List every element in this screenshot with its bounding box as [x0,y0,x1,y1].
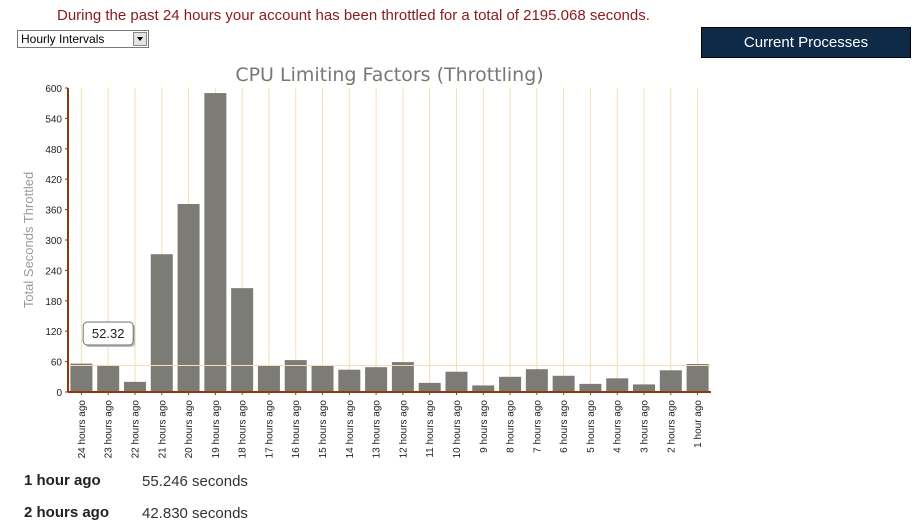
x-tick-label: 14 hours ago [345,400,356,459]
bar [499,376,522,392]
summary-value-2: 42.830 seconds [142,505,248,522]
current-processes-button[interactable]: Current Processes [701,27,911,58]
bar [633,384,656,392]
y-tick-label: 540 [45,114,62,125]
bar [391,362,414,392]
chevron-down-icon[interactable] [133,32,147,46]
summary-label-2: 2 hours ago [24,504,110,521]
x-tick-label: 7 hours ago [532,400,543,453]
bar [552,375,575,392]
x-tick-label: 5 hours ago [586,400,597,453]
bar [150,254,173,392]
bar [659,370,682,392]
bar [445,371,468,392]
bar [338,369,361,392]
x-tick-label: 13 hours ago [372,400,383,459]
x-tick-label: 12 hours ago [398,400,409,459]
bar [70,363,93,392]
x-tick-label: 23 hours ago [104,400,115,459]
bar [472,385,495,392]
chart-title: CPU Limiting Factors (Throttling) [235,64,543,86]
throttling-chart: CPU Limiting Factors (Throttling) Total S… [21,64,711,459]
x-tick-label: 24 hours ago [77,400,88,459]
y-tick-label: 180 [45,297,62,308]
bar [579,383,602,392]
y-tick-label: 0 [56,388,62,399]
y-tick-label: 420 [45,175,62,186]
x-tick-label: 8 hours ago [506,400,517,453]
x-tick-label: 10 hours ago [452,400,463,459]
y-tick-label: 600 [45,84,62,95]
bar [686,364,709,392]
bar [204,93,227,393]
bar [365,367,388,392]
x-tick-label: 4 hours ago [613,400,624,453]
x-tick-label: 22 hours ago [130,400,141,459]
x-tick-label: 2 hours ago [666,400,677,453]
y-axis-label: Total Seconds Throttled [21,172,36,308]
bar [284,360,307,392]
bar [257,365,280,392]
bar [311,365,334,392]
y-tick-label: 240 [45,266,62,277]
x-tick-label: 18 hours ago [238,400,249,459]
x-tick-label: 16 hours ago [291,400,302,459]
x-tick-label: 9 hours ago [479,400,490,453]
x-tick-label: 3 hours ago [640,400,651,453]
bar [123,381,146,392]
y-tick-label: 120 [45,327,62,338]
tooltip-value: 52.32 [92,326,125,341]
bar [606,378,629,392]
x-tick-label: 1 hour ago [693,400,704,448]
bar [97,365,120,392]
x-tick-label: 19 hours ago [211,400,222,459]
y-tick-label: 300 [45,236,62,247]
throttle-summary-message: During the past 24 hours your account ha… [57,7,650,24]
bar [418,382,441,392]
summary-value-1: 55.246 seconds [142,473,248,490]
bar [177,204,200,392]
x-tick-label: 15 hours ago [318,400,329,459]
tooltip-box [82,321,134,346]
interval-select-value: Hourly Intervals [21,32,105,46]
x-tick-label: 21 hours ago [157,400,168,459]
x-tick-label: 17 hours ago [264,400,275,459]
bar [525,369,548,392]
x-tick-label: 11 hours ago [425,400,436,458]
summary-label-1: 1 hour ago [24,472,101,489]
y-tick-label: 480 [45,145,62,156]
bar [231,288,254,392]
y-tick-label: 60 [51,358,63,369]
y-tick-label: 360 [45,206,62,217]
x-tick-label: 6 hours ago [559,400,570,453]
x-tick-label: 20 hours ago [184,400,195,459]
interval-select[interactable]: Hourly Intervals [17,30,149,48]
